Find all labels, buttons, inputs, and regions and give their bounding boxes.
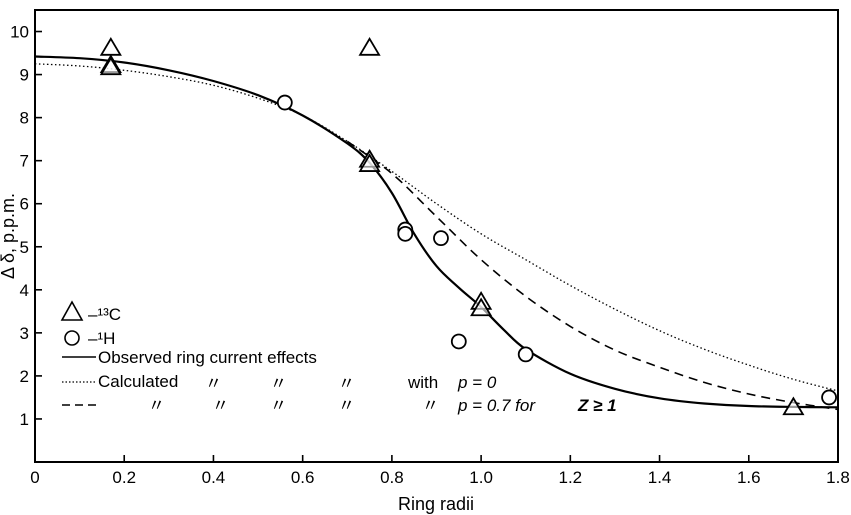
legend-triangle-marker — [60, 300, 84, 321]
legend-ditto-3: 〃 — [338, 374, 355, 393]
series-line-solid — [34, 55, 839, 409]
c13-point — [99, 56, 122, 76]
x-tick-label: 0.8 — [380, 468, 404, 487]
y-tick-label: 5 — [20, 238, 29, 257]
c13-point — [470, 297, 493, 317]
y-tick-label: 2 — [20, 367, 29, 386]
data-markers — [99, 37, 837, 416]
curves — [34, 55, 839, 411]
legend-ditto-4: 〃 — [148, 396, 165, 415]
h1-point — [821, 389, 837, 406]
h1-point — [276, 94, 293, 111]
plot-frame — [34, 9, 839, 463]
legend-p0-label: p = 0 — [457, 373, 497, 392]
c13-point — [782, 396, 805, 416]
y-tick-label: 6 — [20, 195, 29, 214]
y-tick-label: 8 — [20, 109, 29, 128]
legend-ditto-1: 〃 — [205, 374, 222, 393]
x-tick-label: 1.6 — [737, 468, 761, 487]
legend-p07-label: p = 0.7 for — [457, 396, 536, 415]
h1-point — [397, 225, 414, 242]
legend-z-label: Z ≥ 1 — [577, 396, 617, 415]
y-tick-label: 3 — [20, 324, 29, 343]
x-tick-label: 1.2 — [559, 468, 583, 487]
x-tick-label: 0 — [30, 468, 39, 487]
x-tick-label: 0.2 — [112, 468, 136, 487]
legend-1h-label: –¹H — [88, 329, 115, 348]
x-axis-title: Ring radii — [398, 494, 474, 514]
legend-ditto-2: 〃 — [270, 374, 287, 393]
x-tick-label: 0.6 — [291, 468, 315, 487]
y-tick-label: 4 — [20, 281, 29, 300]
x-tick-label: 1.0 — [469, 468, 493, 487]
legend-ditto-8: 〃 — [422, 396, 439, 415]
legend-ditto-7: 〃 — [338, 396, 355, 415]
legend-13c-label: –¹³C — [88, 305, 121, 324]
h1-point — [433, 230, 449, 247]
legend-circle-marker — [64, 330, 80, 346]
legend-ditto-6: 〃 — [270, 396, 287, 415]
legend-with-label: with — [407, 373, 438, 392]
x-tick-label: 1.4 — [648, 468, 672, 487]
series-line-dotted — [34, 63, 839, 392]
legend-observed-label: Observed ring current effects — [98, 348, 317, 367]
c13-point — [99, 37, 122, 56]
x-tick-label: 0.4 — [202, 468, 226, 487]
h1-point — [450, 333, 467, 350]
y-tick-label: 9 — [20, 66, 29, 85]
c13-point — [358, 153, 381, 172]
x-tick-label: 1.8 — [826, 468, 850, 487]
h1-point — [517, 346, 534, 363]
y-tick-label: 10 — [10, 23, 29, 42]
y-tick-label: 7 — [20, 152, 29, 171]
c13-point — [358, 37, 381, 56]
y-tick-label: 1 — [20, 410, 29, 429]
series-line-dashed — [346, 140, 839, 411]
legend-ditto-5: 〃 — [212, 396, 229, 415]
legend-calculated-label: Calculated — [98, 372, 178, 391]
axis-ticks: 0 0.2 0.4 0.6 0.8 1.0 1.2 1.4 1.6 1.8 1 2 3 4 5 6 7 8 9 10 — [10, 23, 850, 487]
y-axis-title: Δ δ, p.p.m. — [0, 193, 18, 279]
legend: –¹³C –¹H Observed ring current effects C… — [60, 300, 617, 415]
